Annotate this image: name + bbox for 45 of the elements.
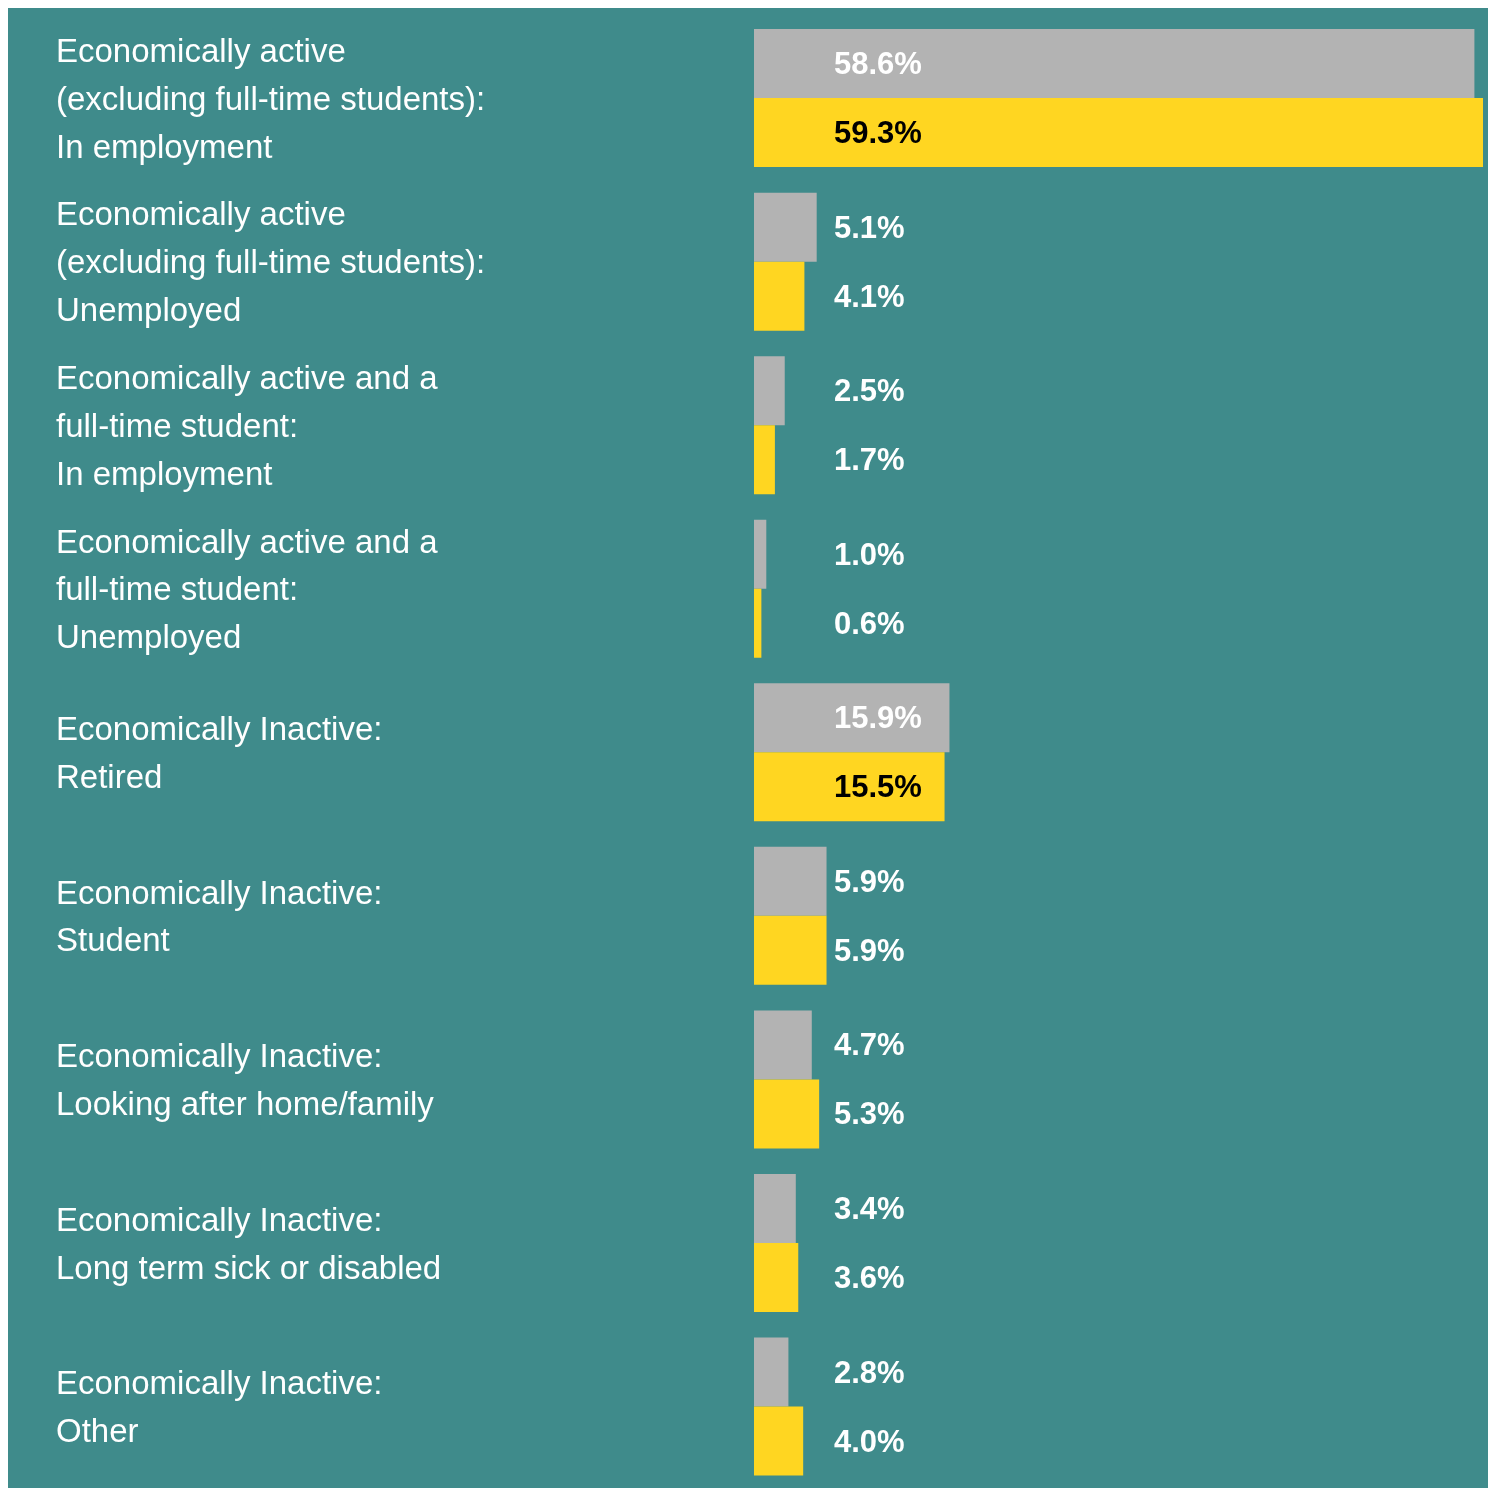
bar	[754, 29, 1475, 99]
y-tick-label: Economically Inactive: Looking after home/family	[56, 1036, 435, 1122]
bar	[754, 752, 945, 822]
bar	[754, 261, 805, 331]
y-tick-label: Economically Inactive: Student	[56, 873, 383, 958]
data-label: 59.3%	[834, 115, 922, 151]
data-label: 4.1%	[834, 278, 905, 314]
data-label: 0.6%	[834, 605, 905, 641]
data-label: 2.5%	[834, 373, 905, 409]
data-label: 5.1%	[834, 209, 905, 245]
bar	[754, 683, 950, 753]
data-label: 3.6%	[834, 1259, 905, 1295]
y-tick-label: Economically active (excluding full-time students): Unemployed	[56, 194, 486, 328]
y-tick-label: Economically active and a full-time student: In employment	[56, 358, 439, 492]
bar	[754, 356, 785, 426]
y-tick-label: Economically active and a full-time student: Unemployed	[56, 522, 439, 655]
data-label: 58.6%	[834, 46, 922, 82]
data-label: 2.8%	[834, 1354, 905, 1390]
data-label: 1.0%	[834, 536, 905, 572]
y-tick-label: Economically Inactive: Other	[56, 1363, 383, 1449]
bar	[754, 1406, 804, 1476]
bar	[754, 846, 827, 916]
bar	[754, 98, 1483, 168]
data-label: 15.9%	[834, 700, 922, 736]
data-label: 5.9%	[834, 932, 905, 968]
bar	[754, 192, 817, 262]
data-label: 5.3%	[834, 1096, 905, 1132]
bar	[754, 1010, 812, 1080]
bar	[754, 425, 775, 495]
data-label: 5.9%	[834, 863, 905, 899]
data-label: 3.4%	[834, 1190, 905, 1226]
bar	[754, 588, 762, 658]
y-tick-label: Economically Inactive: Long term sick or disabled	[56, 1200, 442, 1286]
data-label: 4.7%	[834, 1027, 905, 1063]
bar	[754, 1337, 789, 1407]
bar	[754, 1242, 799, 1312]
data-label: 4.0%	[834, 1423, 905, 1459]
bar	[754, 1173, 796, 1243]
bar	[754, 915, 827, 985]
data-label: 15.5%	[834, 769, 922, 805]
data-label: 1.7%	[834, 442, 905, 478]
y-tick-label: Economically active (excluding full-time students): In employment	[56, 31, 486, 165]
bar	[754, 519, 767, 589]
y-tick-label: Economically Inactive: Retired	[56, 709, 383, 795]
bar	[754, 1079, 820, 1149]
